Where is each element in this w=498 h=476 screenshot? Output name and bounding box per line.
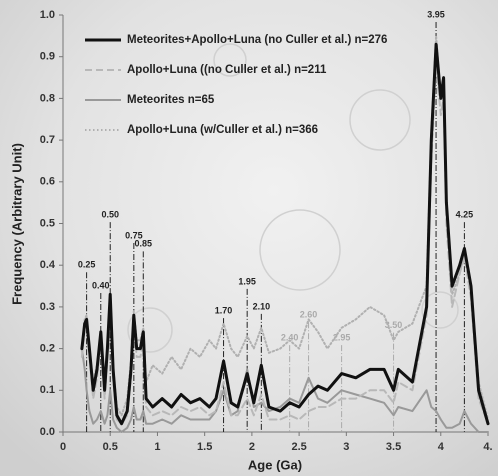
- y-tick-label: 0.0: [40, 426, 55, 438]
- x-tick-label: 1: [154, 441, 160, 453]
- annotation-label: 0.25: [78, 260, 96, 270]
- legend-label: Meteorites n=65: [127, 94, 215, 106]
- y-tick-label: 0.9: [40, 51, 55, 63]
- y-tick-label: 0.2: [40, 343, 55, 355]
- y-tick-label: 0.8: [40, 92, 55, 104]
- y-tick-label: 0.4: [40, 259, 56, 271]
- annotation-label: 2.40: [281, 333, 299, 343]
- legend-label: Meteorites+Apollo+Luna (no Culler et al.…: [127, 34, 387, 46]
- annotation-label: 1.95: [238, 276, 256, 286]
- annotation-label: 3.50: [385, 320, 403, 330]
- annotation-label: 3.95: [427, 9, 445, 19]
- annotation-label: 0.50: [101, 210, 119, 220]
- x-tick-label: 2: [249, 441, 255, 453]
- x-tick-label: 4: [438, 441, 445, 453]
- x-tick-label: 3.5: [386, 441, 401, 453]
- x-tick-label: 1.5: [197, 441, 212, 453]
- x-tick-label: 2.5: [291, 441, 306, 453]
- y-tick-label: 0.5: [40, 217, 55, 229]
- series-line: [80, 42, 490, 426]
- y-tick-label: 0.3: [40, 301, 55, 313]
- annotation-label: 2.95: [333, 333, 351, 343]
- x-tick-label: 3: [343, 441, 349, 453]
- x-tick-label: 0: [60, 441, 66, 453]
- annotation-label: 0.40: [92, 280, 110, 290]
- legend-label: Apollo+Luna ((no Culler et al.) n=211: [127, 64, 327, 76]
- legend-label: Apollo+Luna (w/Culler et al.) n=366: [127, 124, 318, 136]
- y-axis-label: Frequency (Arbitrary Unit): [9, 143, 24, 305]
- y-tick-label: 1.0: [40, 9, 55, 21]
- annotation-label: 1.70: [215, 305, 233, 315]
- x-tick-label: 4.: [483, 441, 492, 453]
- y-tick-label: 0.1: [40, 384, 55, 396]
- annotation-label: 0.85: [135, 239, 153, 249]
- x-axis-label: Age (Ga): [248, 457, 302, 472]
- y-tick-label: 0.7: [40, 134, 55, 146]
- annotation-label: 2.60: [300, 310, 318, 320]
- annotation-label: 2.10: [253, 301, 271, 311]
- craters: [127, 43, 459, 353]
- annotation-label: 0.75: [125, 230, 143, 240]
- annotation-label: 4.25: [456, 210, 474, 220]
- series-line: [80, 347, 489, 433]
- y-tick-label: 0.6: [40, 176, 55, 188]
- x-tick-label: 0.5: [103, 441, 118, 453]
